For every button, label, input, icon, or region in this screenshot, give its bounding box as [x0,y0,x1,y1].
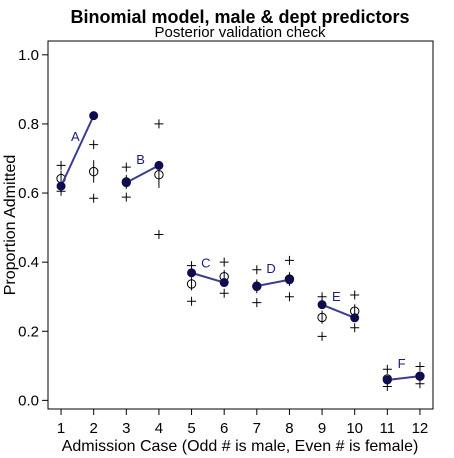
predicted-bound-marker [154,119,164,129]
x-tick-label: 3 [122,420,130,437]
x-tick-label: 8 [285,420,293,437]
x-tick-label: 5 [187,420,195,437]
predicted-layer [56,119,425,392]
x-tick-label: 12 [412,420,429,437]
x-tick-label: 11 [380,420,396,437]
observed-line [125,164,160,184]
group-label: B [136,152,145,167]
x-tick-label: 7 [253,420,261,437]
observed-point [284,275,294,285]
observed-point [415,371,425,381]
x-tick-label: 9 [318,420,326,437]
chart-title: Binomial model, male & dept predictors [70,7,409,27]
predicted-mean-point [88,166,99,177]
predicted-bound-marker [284,292,294,302]
plot-frame [47,40,434,410]
y-tick-label: 0.8 [18,116,39,133]
predicted-bound-marker [56,160,66,170]
chart-subtitle: Posterior validation check [155,24,326,41]
y-tick-label: 0.6 [18,185,39,202]
predicted-bound-marker [350,323,360,333]
predicted-mean-point [317,312,327,323]
x-tick-label: 10 [346,420,363,437]
x-axis-label: Admission Case (Odd # is male, Even # is… [62,438,419,455]
group-label: D [266,261,275,276]
group-label: A [71,129,80,144]
observed-layer: A B C D E F [56,111,425,385]
predicted-bound-marker [121,192,131,202]
y-tick-label: 0.2 [18,323,39,340]
y-tick-label: 0.4 [18,254,39,271]
x-tick-label: 4 [155,420,163,437]
y-tick-label: 1.0 [18,47,39,64]
observed-line [60,115,95,187]
y-axis-label: Proportion Admitted [2,155,19,296]
predicted-bound-marker [219,288,229,298]
predicted-bound-marker [187,296,197,306]
predicted-bound-marker [154,230,164,240]
observed-point [382,375,392,385]
group-label: E [332,289,341,304]
predicted-bound-marker [415,361,425,371]
predicted-bound-marker [350,290,360,300]
predicted-bound-marker [219,257,229,267]
observed-point [154,160,164,170]
observed-line [256,278,290,287]
predicted-mean-point [154,170,164,180]
predicted-bound-marker [317,292,327,302]
predicted-bound-marker [317,331,327,341]
predicted-bound-marker [284,255,294,265]
observed-point [56,181,66,191]
y-axis: 0.0 0.2 0.4 0.6 0.8 1.0 [18,47,48,409]
predicted-bound-marker [415,379,425,389]
observed-point [187,268,197,278]
predicted-bound-marker [121,162,131,172]
observed-line [387,375,421,381]
predicted-bound-marker [89,140,99,150]
x-axis: 1 2 3 4 5 6 7 8 9 10 11 12 [57,409,428,437]
x-tick-label: 6 [220,420,228,437]
predicted-bound-marker [252,298,262,308]
observed-point [252,281,262,291]
x-tick-label: 2 [90,420,98,437]
observed-point [121,178,131,188]
observed-point [89,111,99,121]
observed-line [191,271,225,284]
observed-point [350,313,360,323]
observed-line [321,303,356,319]
predicted-bound-marker [252,265,262,275]
predicted-bound-marker [89,193,99,203]
observed-point [219,278,229,288]
x-tick-label: 1 [57,420,65,437]
group-label: F [398,356,406,371]
observed-point [317,300,327,310]
predicted-bound-marker [382,364,392,374]
y-tick-label: 0.0 [18,392,39,409]
group-label: C [201,256,210,271]
predicted-mean-point [186,279,197,289]
